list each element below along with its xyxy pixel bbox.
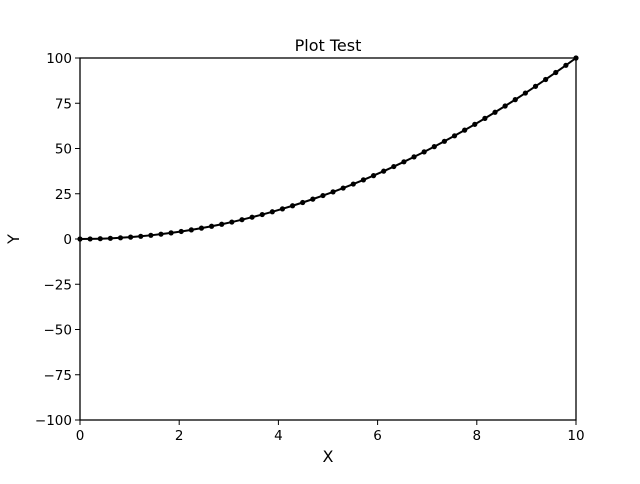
data-point (441, 138, 448, 144)
data-point (158, 231, 164, 237)
data-point (87, 236, 93, 242)
data-point (451, 133, 458, 139)
data-point (138, 233, 144, 239)
data-point (350, 181, 356, 187)
x-tick-label: 10 (567, 428, 584, 444)
x-tick-label: 6 (373, 428, 382, 444)
x-tick-label: 2 (175, 428, 184, 444)
data-point (208, 223, 215, 229)
y-tick-label: 100 (46, 51, 72, 67)
data-point (522, 90, 528, 96)
data-point (370, 173, 377, 179)
x-axis-label: X (323, 447, 334, 466)
data-point (411, 154, 417, 160)
data-point (239, 217, 245, 223)
data-point (97, 236, 103, 242)
data-point (391, 163, 397, 170)
data-point (532, 83, 539, 89)
data-point (259, 211, 265, 218)
data-point (431, 144, 437, 150)
axes-frame (79, 57, 577, 421)
y-tick-label: −50 (44, 323, 73, 339)
data-point (107, 235, 113, 241)
series-line-0 (79, 57, 577, 240)
data-point (188, 227, 194, 233)
y-tick-label: 75 (55, 96, 72, 112)
data-point (198, 225, 205, 231)
data-point (300, 199, 306, 206)
data-point (553, 69, 559, 76)
data-point (128, 234, 134, 240)
chart-title: Plot Test (295, 36, 362, 55)
data-point (229, 219, 235, 225)
data-point (401, 159, 407, 165)
data-point (117, 235, 124, 241)
y-axis-label: Y (4, 234, 23, 245)
data-point (492, 109, 498, 115)
data-point (310, 196, 316, 202)
y-tick-label: −25 (44, 277, 73, 293)
plot-area: 0 2 4 6 8 10 −100 −75 −50 −25 0 25 50 75 100 (35, 51, 585, 444)
data-point (360, 177, 367, 183)
y-tick-label: 0 (63, 232, 72, 248)
data-point (219, 221, 225, 227)
data-point (462, 127, 468, 133)
data-point (148, 232, 154, 238)
data-point (269, 209, 275, 215)
x-tick-label: 0 (76, 428, 85, 444)
data-point (512, 97, 518, 103)
data-point (289, 203, 296, 209)
data-point (320, 192, 326, 199)
data-point (563, 62, 569, 68)
data-point (330, 189, 336, 195)
data-point (279, 206, 286, 212)
data-point (482, 115, 488, 121)
x-tick-label: 8 (473, 428, 482, 444)
data-point (168, 230, 174, 236)
data-point (178, 228, 184, 235)
y-tick-label: −100 (35, 413, 72, 429)
data-point (421, 149, 427, 155)
y-tick-label: 50 (55, 142, 72, 158)
data-point (472, 121, 478, 127)
x-tick-label: 4 (274, 428, 283, 444)
y-tick-label: 25 (55, 187, 72, 203)
data-point (381, 168, 387, 174)
data-point (543, 76, 549, 83)
y-tick-label: −75 (44, 368, 73, 384)
data-point (249, 214, 255, 220)
data-point (502, 103, 508, 109)
data-point (340, 185, 346, 191)
